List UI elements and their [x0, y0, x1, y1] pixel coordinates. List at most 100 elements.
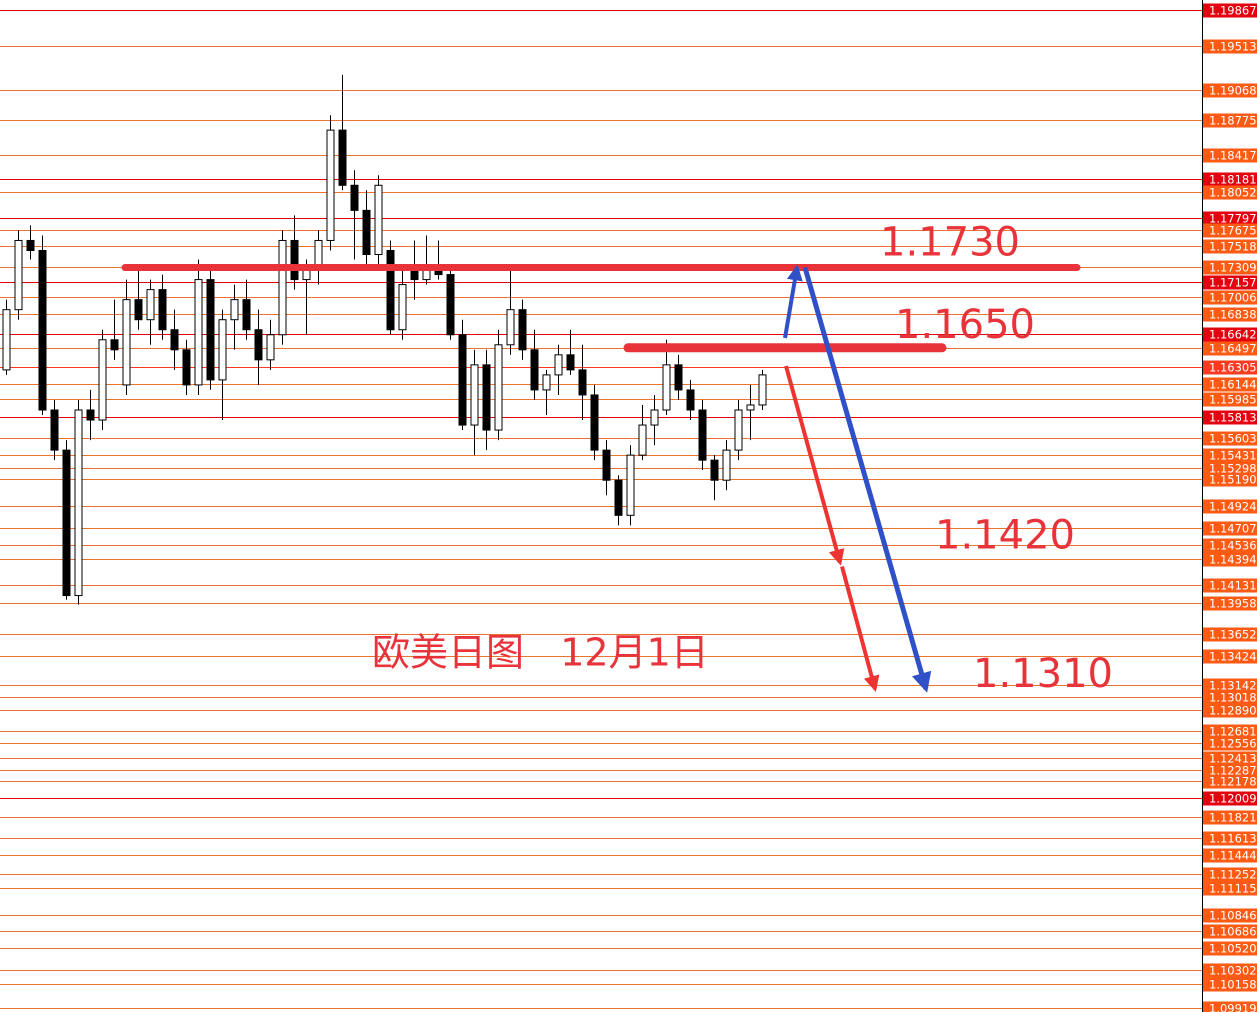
- y-tick-label: 1.16497: [1209, 342, 1257, 356]
- y-tick-label: 1.16305: [1209, 361, 1257, 375]
- tick-label-box: [1203, 751, 1257, 766]
- candle-body: [758, 374, 767, 406]
- tick-label-box: [1203, 848, 1257, 863]
- y-tick-label: 1.12681: [1209, 725, 1257, 739]
- y-tick-label: 1.19068: [1209, 84, 1257, 98]
- y-tick-label: 1.17157: [1209, 276, 1257, 290]
- level-lines: [0, 10, 1202, 1009]
- y-tick-label: 1.15813: [1209, 411, 1257, 425]
- y-tick-label: 1.13018: [1209, 691, 1257, 705]
- tick-label-box: [1203, 377, 1257, 392]
- y-tick-label: 1.15298: [1209, 462, 1257, 476]
- tick-label-box: [1203, 578, 1257, 593]
- y-tick-label: 1.11252: [1209, 868, 1257, 882]
- tick-label-box: [1203, 39, 1257, 54]
- tick-label-box: [1203, 649, 1257, 664]
- bull-arrow: [783, 264, 803, 339]
- y-tick-label: 1.17797: [1209, 212, 1257, 226]
- y-tick-label: 1.19513: [1209, 40, 1257, 54]
- candle-body: [74, 409, 83, 597]
- target-label: 1.1420: [935, 513, 1075, 559]
- bull-arrow: [802, 266, 932, 693]
- tick-label-box: [1203, 552, 1257, 567]
- tick-label-box: [1203, 1001, 1257, 1012]
- tick-label-box: [1203, 538, 1257, 553]
- tick-label-box: [1203, 810, 1257, 825]
- tick-label-box: [1203, 185, 1257, 200]
- tick-label-box: [1203, 977, 1257, 992]
- tick-label-box: [1203, 924, 1257, 939]
- annotations: 1.1730 1.1650 1.1420 1.1310: [121, 220, 1113, 697]
- y-tick-label: 1.13424: [1209, 650, 1257, 664]
- y-tick-label: 1.17675: [1209, 224, 1257, 238]
- candle-body: [326, 129, 335, 241]
- y-tick-label: 1.12890: [1209, 704, 1257, 718]
- tick-label-box: [1203, 327, 1257, 342]
- candle-body: [722, 449, 731, 481]
- candles: [2, 74, 767, 605]
- candle-body: [746, 404, 755, 411]
- price-axis: 1.19867 1.19513 1.19068 1.18775 1.18417 1.181…: [1203, 3, 1257, 1012]
- tick-label-box: [1203, 736, 1257, 751]
- tick-label-box: [1203, 172, 1257, 187]
- candle-body: [686, 389, 695, 411]
- tick-label-box: [1203, 410, 1257, 425]
- y-tick-label: 1.13958: [1209, 597, 1257, 611]
- tick-label-box: [1203, 763, 1257, 778]
- candle-body: [194, 279, 203, 386]
- candle-body: [266, 334, 275, 361]
- candle-body: [530, 349, 539, 391]
- candle-body: [62, 449, 71, 597]
- y-tick-label: 1.11444: [1209, 849, 1257, 863]
- y-tick-label: 1.11821: [1209, 811, 1257, 825]
- candle-body: [650, 409, 659, 426]
- candle-body: [242, 299, 251, 331]
- tick-label-box: [1203, 223, 1257, 238]
- candle-body: [230, 299, 239, 321]
- tick-label-box: [1203, 941, 1257, 956]
- y-tick-label: 1.12009: [1209, 792, 1257, 806]
- candle-body: [38, 249, 47, 411]
- candle-body: [662, 364, 671, 411]
- candle-body: [158, 289, 167, 331]
- candle-body: [458, 334, 467, 426]
- y-tick-label: 1.17006: [1209, 291, 1257, 305]
- y-tick-label: 1.18052: [1209, 186, 1257, 200]
- candle-body: [638, 424, 647, 456]
- candle-body: [338, 129, 347, 186]
- tick-label-box: [1203, 211, 1257, 226]
- candle-body: [278, 239, 287, 336]
- candle-body: [206, 279, 215, 381]
- candle-body: [554, 354, 563, 376]
- candle-body: [2, 309, 11, 371]
- candle-body: [482, 364, 491, 431]
- level-label: 1.1730: [880, 220, 1020, 266]
- y-tick-label: 1.12178: [1209, 775, 1257, 789]
- candle-body: [170, 329, 179, 351]
- candle-body: [134, 299, 143, 321]
- tick-label-box: [1203, 881, 1257, 896]
- tick-label-box: [1203, 431, 1257, 446]
- candle-body: [626, 454, 635, 516]
- candle-body: [494, 344, 503, 431]
- y-tick-label: 1.09919: [1209, 1002, 1257, 1012]
- candle-body: [470, 364, 479, 426]
- y-tick-label: 1.14707: [1209, 522, 1257, 536]
- y-tick-label: 1.11613: [1209, 832, 1257, 846]
- tick-label-box: [1203, 275, 1257, 290]
- tick-label-box: [1203, 448, 1257, 463]
- candle-body: [14, 239, 23, 311]
- candle-body: [602, 449, 611, 481]
- candle-body: [410, 269, 419, 281]
- target-label: 1.1310: [973, 651, 1113, 697]
- level-label: 1.1650: [895, 302, 1035, 348]
- y-tick-label: 1.18775: [1209, 114, 1257, 128]
- y-tick-label: 1.14131: [1209, 579, 1257, 593]
- candle-body: [98, 339, 107, 421]
- y-tick-label: 1.14394: [1209, 553, 1257, 567]
- tick-label-box: [1203, 260, 1257, 275]
- tick-label-box: [1203, 290, 1257, 305]
- tick-label-box: [1203, 774, 1257, 789]
